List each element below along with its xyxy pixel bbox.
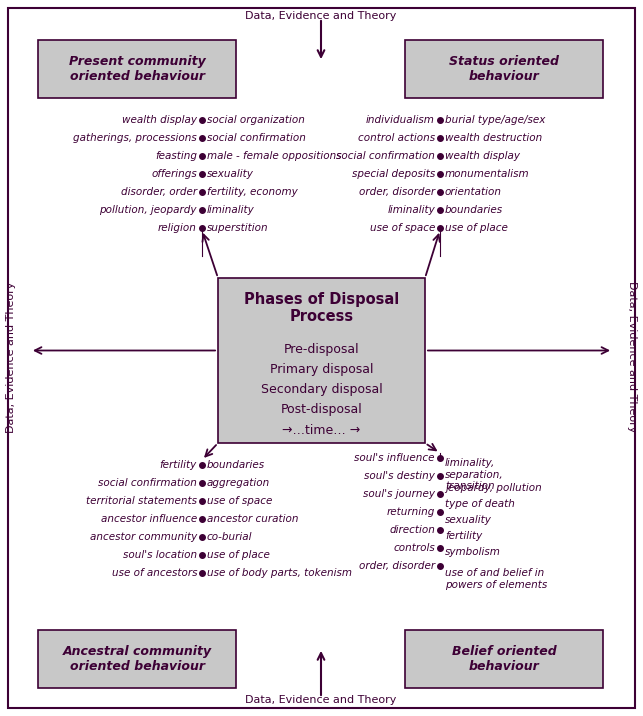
Text: use of place: use of place (207, 550, 270, 560)
Text: Belief oriented
behaviour: Belief oriented behaviour (451, 645, 556, 673)
Text: use of body parts, tokenism: use of body parts, tokenism (207, 568, 352, 578)
Text: fertility, economy: fertility, economy (207, 187, 298, 197)
Text: soul's influence: soul's influence (354, 453, 435, 463)
Bar (405, 40, 603, 98)
Text: use of space: use of space (370, 223, 435, 233)
Text: Status oriented
behaviour: Status oriented behaviour (449, 55, 559, 83)
Text: social confirmation: social confirmation (207, 133, 306, 143)
Text: wealth display: wealth display (445, 151, 520, 161)
Text: disorder, order: disorder, order (121, 187, 197, 197)
Text: gatherings, processions: gatherings, processions (73, 133, 197, 143)
Text: burial type/age/sex: burial type/age/sex (445, 115, 545, 125)
Text: boundaries: boundaries (445, 205, 503, 215)
Text: pollution, jeopardy: pollution, jeopardy (100, 205, 197, 215)
Text: special deposits: special deposits (352, 169, 435, 179)
Text: soul's journey: soul's journey (363, 489, 435, 499)
Text: use of space: use of space (207, 496, 273, 506)
Text: symbolism: symbolism (445, 547, 501, 557)
Text: social confirmation: social confirmation (98, 478, 197, 488)
Text: Data, Evidence and Theory: Data, Evidence and Theory (627, 281, 637, 432)
Text: fertility: fertility (445, 531, 482, 541)
Text: male - female oppositions: male - female oppositions (207, 151, 341, 161)
Text: ancestor curation: ancestor curation (207, 514, 298, 524)
Text: co-burial: co-burial (207, 532, 253, 542)
Text: sexuality: sexuality (207, 169, 254, 179)
Text: orientation: orientation (445, 187, 502, 197)
Text: wealth display: wealth display (122, 115, 197, 125)
Text: use of and belief in
powers of elements: use of and belief in powers of elements (445, 568, 547, 589)
Text: aggregation: aggregation (207, 478, 270, 488)
Bar (38, 630, 236, 688)
Text: returning: returning (386, 507, 435, 517)
Text: feasting: feasting (155, 151, 197, 161)
Text: order, disorder: order, disorder (359, 187, 435, 197)
Text: sexuality: sexuality (445, 515, 492, 525)
Text: superstition: superstition (207, 223, 269, 233)
Text: fertility: fertility (159, 460, 197, 470)
Text: boundaries: boundaries (207, 460, 265, 470)
Text: Secondary disposal: Secondary disposal (260, 384, 383, 397)
Text: jeopardy, pollution: jeopardy, pollution (445, 483, 542, 493)
Text: use of ancestors: use of ancestors (111, 568, 197, 578)
Text: monumentalism: monumentalism (445, 169, 530, 179)
Text: soul's destiny: soul's destiny (364, 471, 435, 481)
Text: use of place: use of place (445, 223, 508, 233)
Text: liminality: liminality (207, 205, 255, 215)
Text: Primary disposal: Primary disposal (270, 364, 373, 377)
Text: individualism: individualism (366, 115, 435, 125)
Text: religion: religion (158, 223, 197, 233)
Text: soul's location: soul's location (123, 550, 197, 560)
Text: →…time… →: →…time… → (282, 423, 361, 437)
Text: ancestor influence: ancestor influence (101, 514, 197, 524)
Text: Pre-disposal: Pre-disposal (284, 344, 359, 357)
Text: Data, Evidence and Theory: Data, Evidence and Theory (246, 695, 397, 705)
Text: offerings: offerings (151, 169, 197, 179)
Text: Data, Evidence and Theory: Data, Evidence and Theory (6, 281, 16, 432)
Text: Ancestral community
oriented behaviour: Ancestral community oriented behaviour (62, 645, 212, 673)
Text: order, disorder: order, disorder (359, 561, 435, 571)
Text: liminality: liminality (387, 205, 435, 215)
Text: Present community
oriented behaviour: Present community oriented behaviour (69, 55, 205, 83)
Text: wealth destruction: wealth destruction (445, 133, 542, 143)
Text: controls: controls (394, 543, 435, 553)
Bar (38, 40, 236, 98)
Bar (218, 278, 425, 443)
Text: type of death: type of death (445, 499, 515, 509)
Text: direction: direction (389, 525, 435, 535)
Bar (405, 630, 603, 688)
Text: social confirmation: social confirmation (336, 151, 435, 161)
Text: Data, Evidence and Theory: Data, Evidence and Theory (246, 11, 397, 21)
Text: Phases of Disposal
Process: Phases of Disposal Process (244, 292, 399, 324)
Text: control actions: control actions (358, 133, 435, 143)
Text: social organization: social organization (207, 115, 305, 125)
Text: territorial statements: territorial statements (86, 496, 197, 506)
Text: Post-disposal: Post-disposal (280, 404, 363, 417)
Text: liminality,
separation,
transition: liminality, separation, transition (445, 458, 503, 491)
Text: ancestor community: ancestor community (90, 532, 197, 542)
